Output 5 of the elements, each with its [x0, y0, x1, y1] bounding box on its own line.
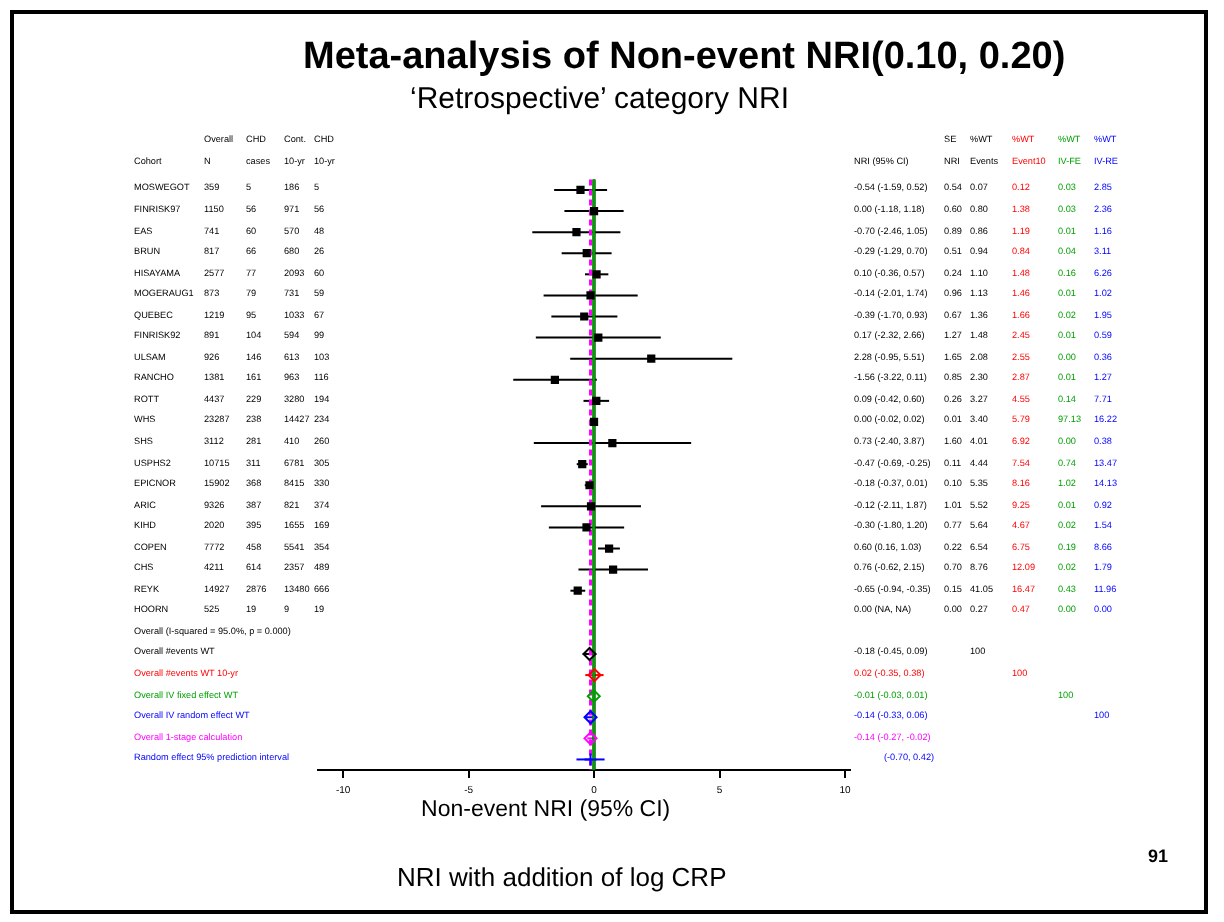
text: NRI with addition of log CRP: [397, 862, 727, 892]
chart-subtitle: ‘Retrospective’ category NRI: [410, 82, 790, 116]
text: 91: [1148, 846, 1169, 866]
x-axis-title: Non-event NRI (95% CI): [421, 798, 671, 823]
chart-title: Meta-analysis of Non-event NRI(0.10, 0.20): [303, 36, 1066, 78]
